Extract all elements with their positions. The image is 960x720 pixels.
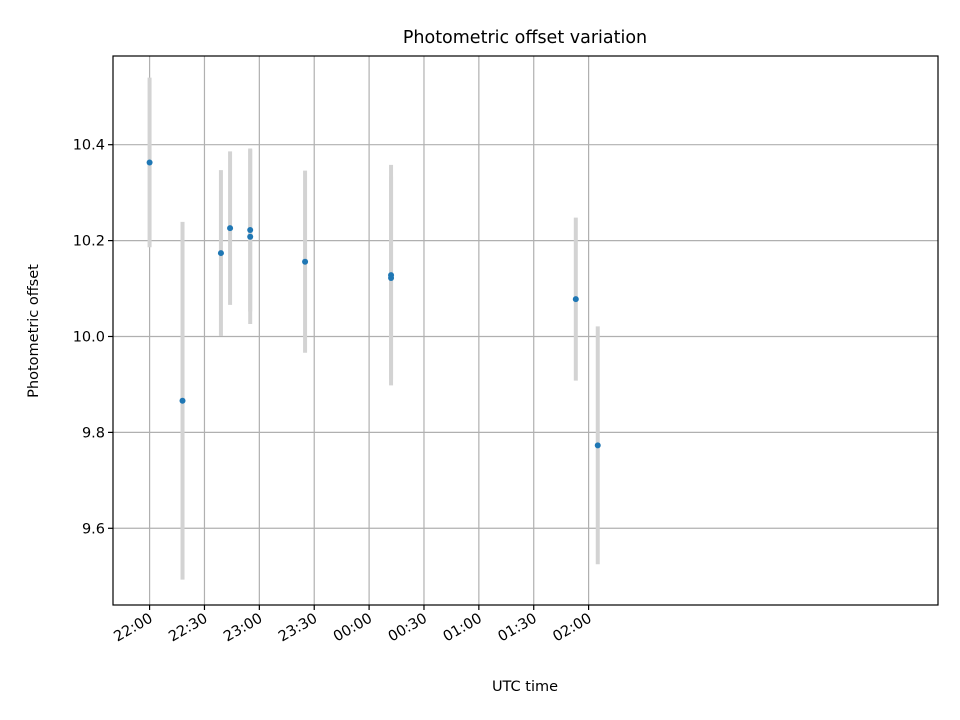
data-point [388, 274, 395, 281]
y-tick-label: 10.0 [73, 329, 105, 345]
y-tick-label: 10.2 [73, 234, 105, 250]
x-tick-label: 00:30 [386, 611, 430, 646]
x-tick-label: 23:30 [276, 611, 320, 646]
data-point [179, 397, 186, 404]
x-tick-label: 22:00 [111, 611, 155, 646]
x-tick-label: 01:30 [496, 611, 540, 646]
data-point [247, 227, 254, 234]
grid [113, 56, 938, 605]
x-tick-label: 01:00 [441, 611, 485, 646]
x-tick-label: 23:00 [221, 611, 265, 646]
x-tick-label: 02:00 [550, 611, 594, 646]
y-tick-label: 9.6 [82, 521, 105, 537]
y-axis-label: Photometric offset [26, 264, 42, 398]
y-tick-label: 10.4 [73, 138, 105, 154]
y-axis-ticks: 9.6 9.8 10.0 10.2 10.4 [73, 138, 113, 537]
x-tick-label: 22:30 [166, 611, 210, 646]
data-point [247, 233, 254, 240]
x-tick-label: 00:00 [331, 611, 375, 646]
y-tick-label: 9.8 [82, 425, 105, 441]
data-point [594, 442, 601, 449]
plot-frame [112, 55, 939, 606]
x-axis-ticks: 22:00 22:30 23:00 23:30 00:00 00:30 01:00 01:30… [111, 605, 595, 646]
error-bars [147, 77, 600, 580]
data-point [227, 225, 234, 232]
data-point [302, 258, 309, 265]
data-point [572, 296, 579, 303]
data-point [146, 159, 153, 166]
data-point [217, 250, 224, 257]
x-axis-label: UTC time [492, 679, 558, 695]
data-points [146, 159, 601, 449]
chart-title: Photometric offset variation [403, 28, 647, 48]
